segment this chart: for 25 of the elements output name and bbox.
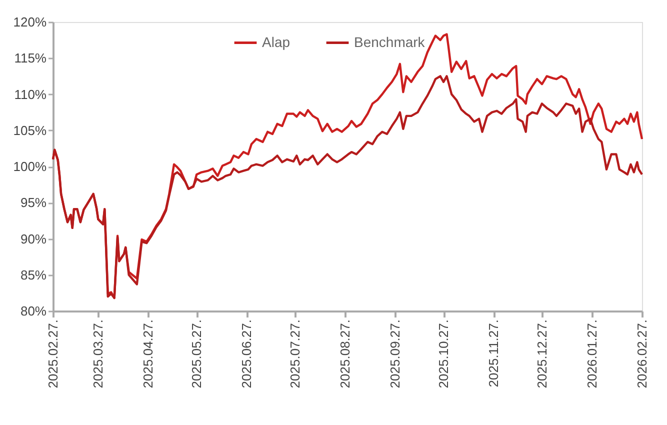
x-tick-label: 2026.01.27.	[584, 320, 600, 388]
y-tick-label: 85%	[20, 267, 47, 282]
line-series	[52, 75, 644, 300]
y-tick-label: 110%	[14, 86, 47, 102]
x-tick-label: 2025.06.27.	[239, 320, 254, 388]
x-tick-label: 2025.08.27.	[338, 320, 353, 388]
x-tick-label: 2025.11.27.	[486, 320, 502, 388]
x-tick-label: 2025.07.27.	[288, 320, 303, 388]
y-tick-label: 90%	[20, 231, 47, 246]
x-tick-label: 2025.05.27.	[189, 320, 204, 388]
legend-label: Benchmark	[354, 34, 426, 50]
y-tick-label: 80%	[20, 304, 47, 318]
legend-label: Alap	[262, 34, 290, 50]
x-tick-label: 2026.02.27.	[634, 320, 650, 388]
y-tick-label: 100%	[13, 159, 47, 174]
y-tick-label: 95%	[20, 195, 47, 210]
x-tick-label: 2025.09.27.	[388, 320, 403, 388]
y-tick-label: 120%	[13, 14, 47, 30]
x-tick-label: 2025.10.27.	[436, 320, 452, 388]
y-tick-label: 115%	[14, 50, 47, 66]
x-tick-label: 2025.04.27.	[140, 320, 156, 388]
x-tick-label: 2025.12.27.	[534, 320, 550, 388]
x-tick-label: 2025.03.27.	[90, 320, 106, 388]
y-tick-label: 105%	[13, 122, 47, 138]
x-tick-label: 2025.02.27.	[46, 320, 60, 388]
